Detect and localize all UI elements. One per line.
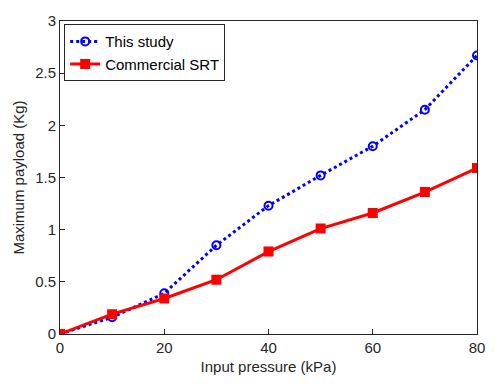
svg-text:60: 60 bbox=[364, 339, 381, 356]
svg-text:Input pressure (kPa): Input pressure (kPa) bbox=[201, 358, 337, 375]
svg-text:Maximum payload (Kg): Maximum payload (Kg) bbox=[10, 100, 27, 254]
svg-text:20: 20 bbox=[156, 339, 173, 356]
svg-text:80: 80 bbox=[469, 339, 486, 356]
svg-text:1.5: 1.5 bbox=[35, 169, 56, 186]
svg-text:0.5: 0.5 bbox=[35, 273, 56, 290]
svg-text:0: 0 bbox=[56, 339, 64, 356]
svg-text:3: 3 bbox=[48, 12, 56, 29]
svg-text:This study: This study bbox=[105, 33, 174, 50]
svg-text:Commercial SRT: Commercial SRT bbox=[105, 56, 219, 73]
svg-text:2: 2 bbox=[48, 117, 56, 134]
svg-text:40: 40 bbox=[260, 339, 277, 356]
svg-text:0: 0 bbox=[48, 325, 56, 342]
svg-text:1: 1 bbox=[48, 221, 56, 238]
svg-text:2.5: 2.5 bbox=[35, 64, 56, 81]
